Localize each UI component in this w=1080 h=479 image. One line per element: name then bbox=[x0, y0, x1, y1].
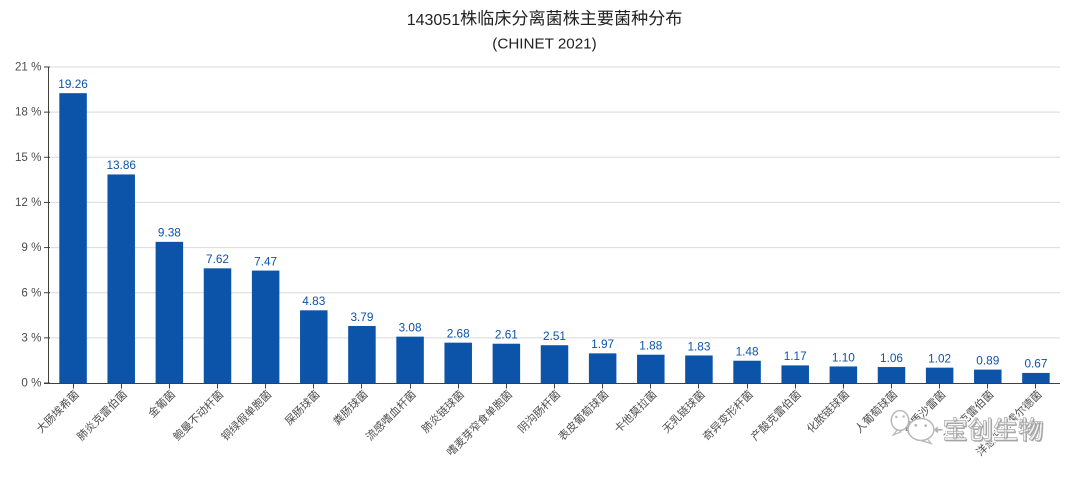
svg-text:2.68: 2.68 bbox=[447, 326, 470, 340]
svg-text:6 %: 6 % bbox=[21, 286, 41, 299]
svg-text:1.10: 1.10 bbox=[832, 350, 855, 364]
svg-text:7.62: 7.62 bbox=[206, 252, 229, 266]
svg-text:1.48: 1.48 bbox=[736, 345, 759, 359]
svg-text:1.17: 1.17 bbox=[784, 349, 807, 363]
svg-text:0.67: 0.67 bbox=[1024, 357, 1047, 371]
svg-text:7.47: 7.47 bbox=[254, 254, 277, 268]
svg-text:3.08: 3.08 bbox=[399, 320, 422, 334]
svg-text:3 %: 3 % bbox=[21, 331, 41, 344]
svg-text:2.51: 2.51 bbox=[543, 329, 566, 343]
svg-text:1.02: 1.02 bbox=[928, 351, 951, 365]
svg-text:1.83: 1.83 bbox=[687, 339, 710, 353]
svg-text:2.61: 2.61 bbox=[495, 328, 518, 342]
svg-text:21 %: 21 % bbox=[15, 61, 41, 74]
svg-text:12 %: 12 % bbox=[15, 196, 41, 209]
svg-text:9.38: 9.38 bbox=[158, 226, 181, 240]
svg-text:13.86: 13.86 bbox=[106, 158, 136, 172]
svg-text:19.26: 19.26 bbox=[58, 77, 88, 91]
svg-text:1.06: 1.06 bbox=[880, 351, 903, 365]
svg-text:18 %: 18 % bbox=[15, 106, 41, 119]
svg-text:(CHINET 2021): (CHINET 2021) bbox=[492, 36, 596, 53]
svg-text:143051: 143051 bbox=[407, 12, 460, 29]
svg-text:4.83: 4.83 bbox=[302, 294, 325, 308]
svg-text:3.79: 3.79 bbox=[350, 310, 373, 324]
svg-text:0.89: 0.89 bbox=[976, 353, 999, 367]
svg-text:15 %: 15 % bbox=[15, 151, 41, 164]
svg-text:9 %: 9 % bbox=[21, 241, 41, 254]
svg-text:1.88: 1.88 bbox=[639, 339, 662, 353]
svg-text:0 %: 0 % bbox=[21, 377, 41, 390]
svg-text:1.97: 1.97 bbox=[591, 337, 614, 351]
